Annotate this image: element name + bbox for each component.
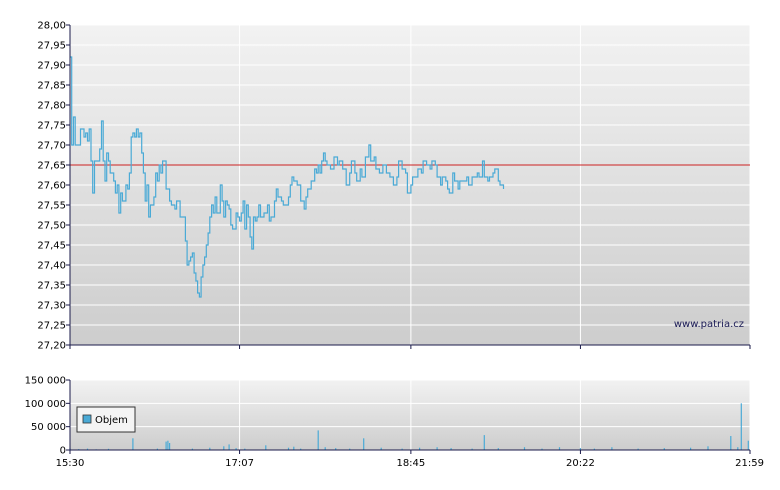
volume-bar <box>228 444 230 450</box>
volume-bar <box>169 443 171 450</box>
volume-bar <box>740 403 742 450</box>
price-y-tick-label: 28,00 <box>37 21 66 32</box>
volume-bar <box>471 448 473 450</box>
volume-bar <box>156 448 158 450</box>
x-tick-label: 15:30 <box>56 458 85 469</box>
volume-bar <box>300 448 302 450</box>
volume-bar <box>363 438 365 450</box>
price-y-tick-label: 27,65 <box>37 161 66 172</box>
volume-bar <box>107 448 110 450</box>
price-y-tick-label: 27,40 <box>37 261 66 272</box>
legend-label: Objem <box>95 415 128 426</box>
volume-bar <box>523 447 526 450</box>
price-series-line <box>70 56 505 298</box>
price-y-tick-label: 27,30 <box>37 301 66 312</box>
volume-bar <box>401 448 403 450</box>
volume-bar <box>235 448 237 450</box>
price-y-tick-label: 27,60 <box>37 181 66 192</box>
volume-bar <box>747 440 749 450</box>
price-y-tick-label: 27,45 <box>37 241 66 252</box>
volume-bar <box>287 447 290 450</box>
volume-y-tick-label: 150 000 <box>25 376 66 387</box>
volume-bar <box>86 448 89 450</box>
volume-bar <box>167 440 169 450</box>
price-y-tick-label: 27,85 <box>37 81 66 92</box>
volume-bar <box>558 447 561 450</box>
price-y-tick-label: 27,20 <box>37 341 66 352</box>
volume-bar <box>436 447 438 450</box>
x-tick-label: 17:07 <box>225 458 254 469</box>
volume-bar <box>483 435 485 450</box>
volume-bar <box>349 448 351 450</box>
volume-bar <box>419 447 421 450</box>
volume-bar <box>637 448 639 450</box>
volume-bar <box>209 447 211 450</box>
volume-plot-area <box>70 380 750 450</box>
price-y-tick-label: 27,80 <box>37 101 66 112</box>
volume-bar <box>579 448 581 450</box>
volume-bar <box>380 447 382 450</box>
price-y-tick-label: 27,50 <box>37 221 66 232</box>
volume-legend: Objem <box>76 406 136 433</box>
price-y-tick-label: 27,75 <box>37 121 66 132</box>
volume-bar <box>663 448 665 450</box>
volume-bar <box>165 441 167 450</box>
price-y-tick-label: 27,95 <box>37 41 66 52</box>
volume-bar <box>611 447 613 450</box>
volume-bar <box>244 448 246 450</box>
x-tick-label: 21:59 <box>735 458 764 469</box>
volume-bar <box>317 430 319 450</box>
price-y-tick-label: 27,90 <box>37 61 66 72</box>
x-tick-label: 18:45 <box>396 458 425 469</box>
volume-bar <box>132 438 134 450</box>
volume-bar <box>707 446 709 450</box>
volume-bar <box>324 447 326 450</box>
price-y-tick-label: 27,25 <box>37 321 66 332</box>
volume-y-tick-label: 50 000 <box>31 422 66 433</box>
volume-bar <box>690 447 692 450</box>
volume-y-tick-label: 0 <box>60 446 66 457</box>
price-y-tick-label: 27,55 <box>37 201 66 212</box>
price-y-tick-label: 27,70 <box>37 141 66 152</box>
x-tick-label: 20:22 <box>566 458 595 469</box>
volume-bar <box>730 436 732 450</box>
price-y-tick-label: 27,35 <box>37 281 66 292</box>
volume-bar <box>541 448 543 450</box>
volume-bar <box>450 448 452 450</box>
volume-bar <box>497 448 499 450</box>
volume-bar <box>191 448 193 450</box>
volume-bar <box>265 445 267 450</box>
volume-bar <box>293 446 295 450</box>
volume-y-tick-label: 100 000 <box>25 399 66 410</box>
volume-bar <box>593 448 595 450</box>
watermark-text: www.patria.cz <box>674 319 744 330</box>
volume-bar <box>335 448 337 450</box>
legend-swatch <box>82 414 92 424</box>
volume-bar <box>737 447 739 450</box>
volume-bar <box>223 446 225 450</box>
